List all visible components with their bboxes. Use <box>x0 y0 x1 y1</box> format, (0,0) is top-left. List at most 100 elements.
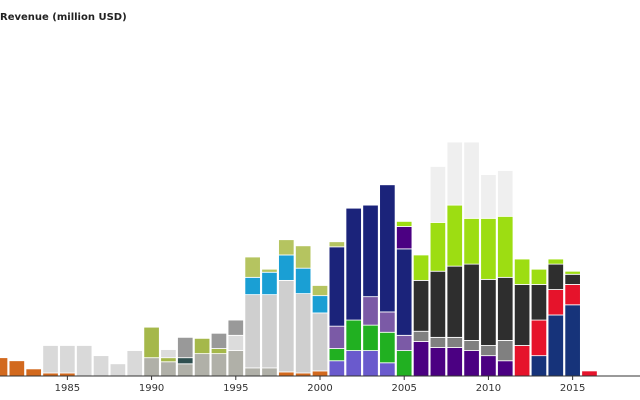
bar-segment-1998-7 <box>278 279 295 373</box>
bar-segment-2016-19 <box>581 370 598 377</box>
x-tick-label: 1995 <box>223 383 248 394</box>
bar-segment-2003-13 <box>362 204 379 298</box>
bar-segment-2002-10 <box>345 350 362 377</box>
bar-segment-1996-8 <box>244 276 261 296</box>
bar-segment-2009-20 <box>463 263 480 341</box>
bar-segment-2000-9 <box>311 285 329 297</box>
bar-segment-1996-9 <box>244 256 261 278</box>
bar-segment-1985-1 <box>59 345 76 374</box>
bar-segment-2014-21 <box>547 258 564 265</box>
bar-segment-2003-11 <box>362 324 379 351</box>
x-tick-label: 2015 <box>560 383 585 394</box>
bar-segment-2007-22 <box>429 166 447 223</box>
bar-segment-2006-15 <box>412 341 430 377</box>
x-tick-label: 1985 <box>55 383 80 394</box>
bar-segment-2004-13 <box>379 184 396 313</box>
x-tick-label: 2010 <box>476 383 501 394</box>
bar-segment-2005-12 <box>396 334 413 351</box>
bar-segment-2008-21 <box>446 204 463 267</box>
bar-segment-2005-15 <box>396 226 413 250</box>
bar-segment-2001-10 <box>328 360 345 377</box>
bar-segment-2013-21 <box>530 268 548 285</box>
bar-segment-2012-20 <box>513 284 531 346</box>
bar-segment-2011-22 <box>497 170 514 217</box>
bar-segment-2014-20 <box>547 263 564 290</box>
bar-segment-2001-13 <box>328 246 345 327</box>
bar-segment-1993-2 <box>193 353 211 377</box>
bars-group <box>0 141 598 377</box>
bar-segment-2001-12 <box>328 325 345 349</box>
bar-segment-1988-1 <box>109 363 127 377</box>
bar-segment-1994-4 <box>210 348 228 355</box>
bar-segment-2010-20 <box>480 278 497 346</box>
x-tick-label: 2000 <box>307 383 332 394</box>
bar-segment-1990-4 <box>143 326 160 359</box>
bar-segment-2011-18 <box>497 339 514 362</box>
bar-segment-2007-20 <box>429 270 447 338</box>
bar-segment-2008-15 <box>446 347 463 377</box>
bar-segment-1998-0 <box>278 371 295 377</box>
bar-segment-2012-19 <box>513 345 531 377</box>
bar-segment-2002-11 <box>345 319 362 351</box>
bar-segment-2007-21 <box>429 222 447 272</box>
bar-segment-1997-2 <box>261 367 278 377</box>
x-tick-label: 1990 <box>139 383 164 394</box>
bar-segment-2013-19 <box>530 319 548 357</box>
bar-segment-2005-21 <box>396 220 413 227</box>
bar-segment-2011-15 <box>497 360 514 377</box>
bar-segment-1998-8 <box>278 254 295 281</box>
bar-segment-1992-3 <box>177 357 194 365</box>
bar-segment-2015-19 <box>564 284 581 306</box>
y-axis-label: Revenue (million USD) <box>0 12 127 23</box>
bar-segment-2001-14 <box>328 241 345 248</box>
bar-segment-1987-1 <box>92 355 110 377</box>
bar-segment-2013-16 <box>530 355 548 377</box>
bar-segment-1990-2 <box>143 357 160 377</box>
bar-segment-1999-9 <box>295 245 312 269</box>
bar-segment-2010-18 <box>480 345 497 357</box>
x-axis-ticks: 1985 1990 1995 2000 2005 2010 2015 <box>55 376 585 394</box>
bar-segment-1997-9 <box>261 268 278 273</box>
bar-segment-1991-4 <box>160 357 177 363</box>
bar-segment-2006-21 <box>412 254 430 281</box>
bar-segment-2015-20 <box>564 273 581 285</box>
bar-segment-2006-20 <box>412 279 430 332</box>
bar-segment-1997-7 <box>261 294 278 369</box>
bar-segment-1996-2 <box>244 367 261 377</box>
bar-segment-1992-6 <box>177 336 194 359</box>
bar-segment-2007-15 <box>429 347 447 377</box>
bar-segment-2004-10 <box>379 362 396 377</box>
bar-segment-1995-5 <box>227 334 244 351</box>
bar-segment-1986-1 <box>76 345 93 377</box>
bar-segment-2009-18 <box>463 339 480 351</box>
bar-segment-2012-21 <box>513 258 531 285</box>
bar-segment-1991-2 <box>160 361 177 377</box>
bar-segment-2006-18 <box>412 330 430 342</box>
bar-segment-1992-2 <box>177 363 194 377</box>
bar-segment-1984-1 <box>42 345 59 374</box>
bar-segment-2009-22 <box>463 141 480 219</box>
bar-segment-2004-12 <box>379 311 396 333</box>
bar-segment-2000-0 <box>311 370 329 377</box>
bar-segment-2001-11 <box>328 348 345 362</box>
bar-segment-2003-10 <box>362 350 379 377</box>
bar-segment-1995-2 <box>227 350 244 377</box>
bar-segment-1981-0 <box>0 357 9 377</box>
bar-segment-2008-18 <box>446 336 463 348</box>
bar-segment-2010-15 <box>480 355 497 377</box>
bar-segment-2003-12 <box>362 296 379 326</box>
bar-segment-1983-0 <box>25 368 42 377</box>
bar-segment-1996-7 <box>244 294 261 369</box>
bar-segment-1994-6 <box>210 332 228 349</box>
bar-segment-2009-15 <box>463 350 480 377</box>
bar-segment-1995-6 <box>227 319 244 336</box>
bar-segment-2007-18 <box>429 336 447 348</box>
bar-segment-2008-20 <box>446 265 463 338</box>
bar-segment-1982-0 <box>8 360 25 377</box>
bar-segment-1994-2 <box>210 353 228 377</box>
bar-segment-2014-16 <box>547 314 564 377</box>
bar-segment-2015-16 <box>564 304 581 377</box>
bar-segment-2013-20 <box>530 284 548 321</box>
bar-segment-2009-21 <box>463 217 480 265</box>
bar-segment-2004-11 <box>379 331 396 364</box>
